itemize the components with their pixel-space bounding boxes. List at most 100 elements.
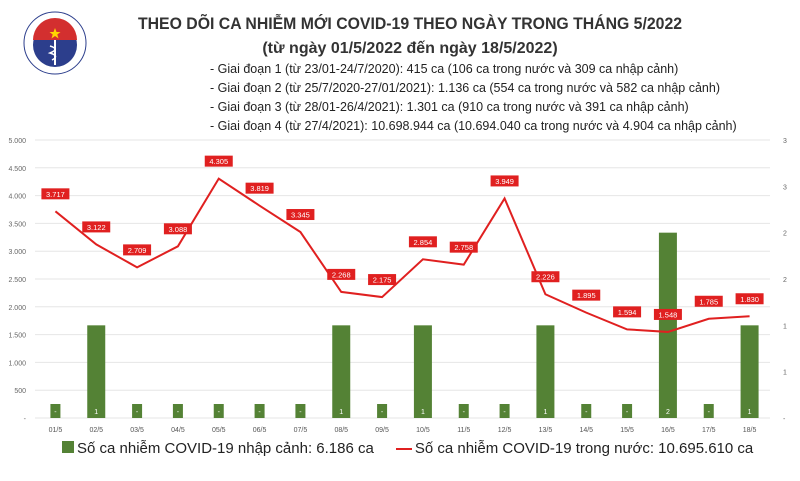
data-label-box (327, 268, 356, 280)
x-axis-tick: 14/5 (579, 427, 593, 434)
data-label-box (163, 223, 192, 235)
x-axis-tick: 10/5 (416, 427, 430, 434)
right-axis-tick: 1 (783, 370, 787, 377)
bar-imported (132, 404, 143, 418)
legend-item-domestic: Số ca nhiễm COVID-19 trong nước: 10.695.… (395, 440, 753, 457)
data-label: 3.122 (87, 223, 106, 232)
chart-title: THEO DÕI CA NHIỄM MỚI COVID-19 THEO NGÀY… (137, 14, 683, 33)
bar-imported (50, 404, 61, 418)
x-axis-tick: 09/5 (375, 427, 389, 434)
bar-imported (213, 404, 224, 418)
data-label: 1.548 (659, 310, 678, 319)
bar-imported (740, 325, 759, 418)
data-label: 1.594 (618, 308, 637, 317)
bar-imported (172, 404, 183, 418)
right-axis-tick: 1 (783, 323, 787, 330)
bar-imported (458, 404, 469, 418)
left-axis-tick: 2.500 (8, 277, 26, 284)
bar-label: - (177, 409, 180, 416)
bar-label: - (503, 409, 506, 416)
bar-label: - (381, 409, 384, 416)
bar-label: 2 (666, 409, 670, 416)
bar-label: - (54, 409, 57, 416)
data-label: 2.226 (536, 273, 555, 282)
ministry-logo (23, 11, 87, 75)
data-label-box (41, 188, 70, 200)
data-label: 3.717 (46, 190, 65, 199)
legend-swatch-bar (62, 441, 74, 453)
data-label: 2.854 (414, 238, 433, 247)
bar-label: - (218, 409, 221, 416)
bar-label: 1 (94, 409, 98, 416)
x-axis-tick: 06/5 (253, 427, 267, 434)
bar-imported (658, 232, 677, 418)
data-label: 3.345 (291, 211, 310, 220)
bar-label: 1 (339, 409, 343, 416)
bar-label: - (136, 409, 139, 416)
data-label-box (613, 306, 642, 318)
left-axis-tick: 2.000 (8, 305, 26, 312)
bar-imported (413, 325, 432, 418)
data-label-box (490, 175, 519, 187)
data-label-box (245, 182, 274, 194)
data-label: 2.758 (454, 243, 473, 252)
x-axis-tick: 11/5 (457, 427, 470, 434)
right-axis-tick: - (783, 416, 786, 423)
data-label-box (82, 221, 111, 233)
chart-subtitle: (từ ngày 01/5/2022 đến ngày 18/5/2022) (262, 40, 558, 57)
right-axis-tick: 2 (783, 277, 787, 284)
bar-label: - (585, 409, 588, 416)
stage-3-note: - Giai đoạn 3 (từ 28/01-26/4/2021): 1.30… (210, 100, 689, 114)
data-label-box (286, 209, 315, 221)
bar-imported (622, 404, 633, 418)
data-label: 1.895 (577, 291, 596, 300)
stage-2-note: - Giai đoạn 2 (từ 25/7/2020-27/01/2021):… (210, 81, 720, 95)
bar-label: 1 (543, 409, 547, 416)
data-label-box (123, 244, 152, 256)
bar-imported (254, 404, 265, 418)
line-domestic (54, 177, 750, 333)
data-label: 3.819 (250, 184, 269, 193)
x-axis-tick: 02/5 (89, 427, 103, 434)
bar-label: 1 (421, 409, 425, 416)
left-axis-tick: 3.500 (8, 221, 26, 228)
data-label: 2.175 (373, 276, 392, 285)
legend: Số ca nhiễm COVID-19 nhập cảnh: 6.186 ca… (62, 440, 753, 457)
data-label-box (694, 295, 723, 307)
bar-label: - (708, 409, 711, 416)
x-axis-tick: 04/5 (171, 427, 185, 434)
bar-label: - (299, 409, 302, 416)
data-label-box (449, 241, 478, 253)
left-axis-tick: 4.000 (8, 194, 26, 201)
bar-label: - (626, 409, 629, 416)
bar-imported (295, 404, 306, 418)
data-label: 2.709 (128, 246, 147, 255)
bar-imported (536, 325, 555, 418)
data-label-box (368, 274, 397, 286)
left-axis-tick: 3.000 (8, 249, 26, 256)
legend-item-imported: Số ca nhiễm COVID-19 nhập cảnh: 6.186 ca (62, 440, 374, 457)
data-label-box (653, 308, 682, 320)
left-axis-tick: 1.500 (8, 333, 26, 340)
x-axis-tick: 08/5 (334, 427, 348, 434)
legend-label-imported: Số ca nhiễm COVID-19 nhập cảnh: 6.186 ca (77, 440, 374, 457)
data-label-box (735, 293, 764, 305)
data-label-box (204, 155, 233, 167)
data-label-box (408, 236, 437, 248)
legend-swatch-line (395, 448, 412, 451)
data-label: 3.088 (169, 225, 188, 234)
data-label-box (572, 289, 601, 301)
bar-label: - (258, 409, 261, 416)
x-axis-tick: 03/5 (130, 427, 144, 434)
x-axis-tick: 16/5 (661, 427, 675, 434)
right-axis-tick: 3 (783, 184, 787, 191)
left-axis-tick: 4.500 (8, 166, 26, 173)
data-label: 1.785 (699, 297, 718, 306)
data-label: 1.830 (740, 295, 759, 304)
x-axis-tick: 12/5 (498, 427, 512, 434)
right-axis-tick: 2 (783, 231, 787, 238)
bar-imported (332, 325, 351, 418)
data-label: 3.949 (495, 177, 514, 186)
bar-label: - (463, 409, 466, 416)
